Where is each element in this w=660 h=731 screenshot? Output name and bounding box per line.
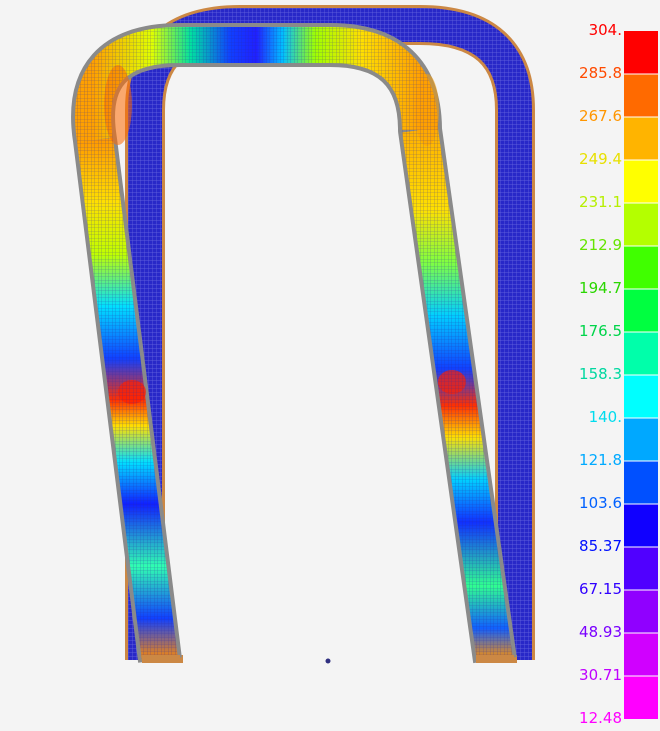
legend-label: 85.37 [579, 537, 622, 555]
legend-label: 212.9 [579, 236, 622, 254]
legend-band [624, 332, 658, 376]
legend-band [624, 246, 658, 290]
legend-label: 304. [588, 21, 622, 39]
legend-label: 158.3 [579, 365, 622, 383]
legend-band [624, 375, 658, 419]
legend-label: 140. [588, 408, 622, 426]
legend-band [624, 590, 658, 634]
stress-contour-plot[interactable] [0, 0, 560, 731]
legend-label: 176.5 [579, 322, 622, 340]
legend-labels: 304. 285.8 267.6 249.4 231.1 212.9 194.7 176.5 1… [560, 21, 622, 727]
legend-band [624, 504, 658, 548]
legend-band [624, 547, 658, 591]
legend-label: 48.93 [579, 623, 622, 641]
legend-color-bar [624, 31, 658, 719]
legend-band [624, 117, 658, 161]
legend-band [624, 160, 658, 204]
legend-band [624, 418, 658, 462]
legend-band [624, 461, 658, 505]
origin-marker [325, 658, 331, 664]
legend-label: 12.48 [579, 709, 622, 727]
legend-label: 194.7 [579, 279, 622, 297]
legend-label: 285.8 [579, 64, 622, 82]
legend-band [624, 203, 658, 247]
legend-band [624, 74, 658, 118]
legend-label: 121.8 [579, 451, 622, 469]
legend-band [624, 633, 658, 677]
legend-label: 231.1 [579, 193, 622, 211]
legend-label: 267.6 [579, 107, 622, 125]
legend-label: 103.6 [579, 494, 622, 512]
legend-label: 67.15 [579, 580, 622, 598]
legend-label: 30.71 [579, 666, 622, 684]
legend-band [624, 289, 658, 333]
legend-label: 249.4 [579, 150, 622, 168]
legend-band [624, 31, 658, 75]
legend-band [624, 676, 658, 719]
front-tube [71, 23, 517, 664]
